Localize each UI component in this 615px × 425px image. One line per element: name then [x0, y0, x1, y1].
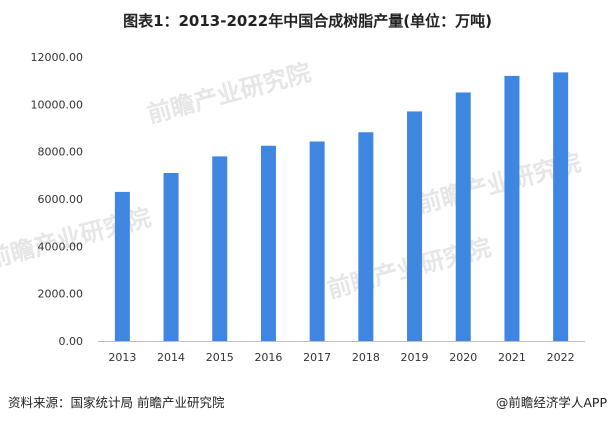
bar-chart: 前瞻产业研究院前瞻产业研究院前瞻产业研究院前瞻产业研究院 0.002000.00…	[0, 51, 585, 364]
y-tick-label: 10000.00	[31, 98, 84, 111]
x-tick-label: 2020	[449, 351, 477, 364]
x-tick-label: 2022	[547, 351, 575, 364]
bar-2018	[358, 132, 374, 341]
bar-2020	[455, 92, 471, 341]
y-tick-label: 12000.00	[31, 51, 84, 64]
x-axis: 2013 2014 2015 2016 2017 2018 2019 2020 2021 2022	[98, 341, 585, 364]
watermark-text: 前瞻产业研究院	[0, 203, 154, 274]
bar-2021	[504, 75, 520, 341]
x-tick-label: 2014	[157, 351, 185, 364]
watermark-text: 前瞻产业研究院	[144, 58, 314, 129]
source-note: 资料来源：国家统计局 前瞻产业研究院	[8, 395, 225, 410]
y-tick-label: 2000.00	[38, 288, 84, 301]
bar-2022	[553, 72, 569, 341]
bar-2019	[407, 111, 423, 341]
x-tick-label: 2018	[352, 351, 380, 364]
chart-area: 前瞻产业研究院前瞻产业研究院前瞻产业研究院前瞻产业研究院 0.002000.00…	[0, 38, 615, 378]
y-tick-label: 0.00	[59, 335, 84, 348]
y-tick-label: 8000.00	[38, 146, 84, 159]
bar-2013	[114, 191, 130, 341]
footer: 资料来源：国家统计局 前瞻产业研究院 @前瞻经济学人APP	[0, 392, 615, 412]
y-axis: 0.00 2000.00 4000.00 6000.00 8000.00 10000.00…	[31, 51, 84, 348]
watermark-layer: 前瞻产业研究院前瞻产业研究院前瞻产业研究院前瞻产业研究院	[0, 58, 584, 304]
y-tick-label: 6000.00	[38, 193, 84, 206]
x-tick-label: 2013	[108, 351, 136, 364]
credit-note: @前瞻经济学人APP	[495, 395, 607, 410]
x-tick-label: 2015	[206, 351, 234, 364]
y-tick-label: 4000.00	[38, 240, 84, 253]
bars-group	[114, 72, 569, 341]
bar-2014	[163, 172, 179, 341]
x-tick-label: 2019	[401, 351, 429, 364]
bar-2017	[309, 141, 325, 341]
x-tick-label: 2021	[498, 351, 526, 364]
bar-2015	[212, 156, 228, 341]
x-tick-label: 2017	[303, 351, 331, 364]
chart-title: 图表1：2013-2022年中国合成树脂产量(单位：万吨)	[123, 12, 492, 30]
x-tick-label: 2016	[254, 351, 282, 364]
bar-2016	[260, 145, 276, 341]
